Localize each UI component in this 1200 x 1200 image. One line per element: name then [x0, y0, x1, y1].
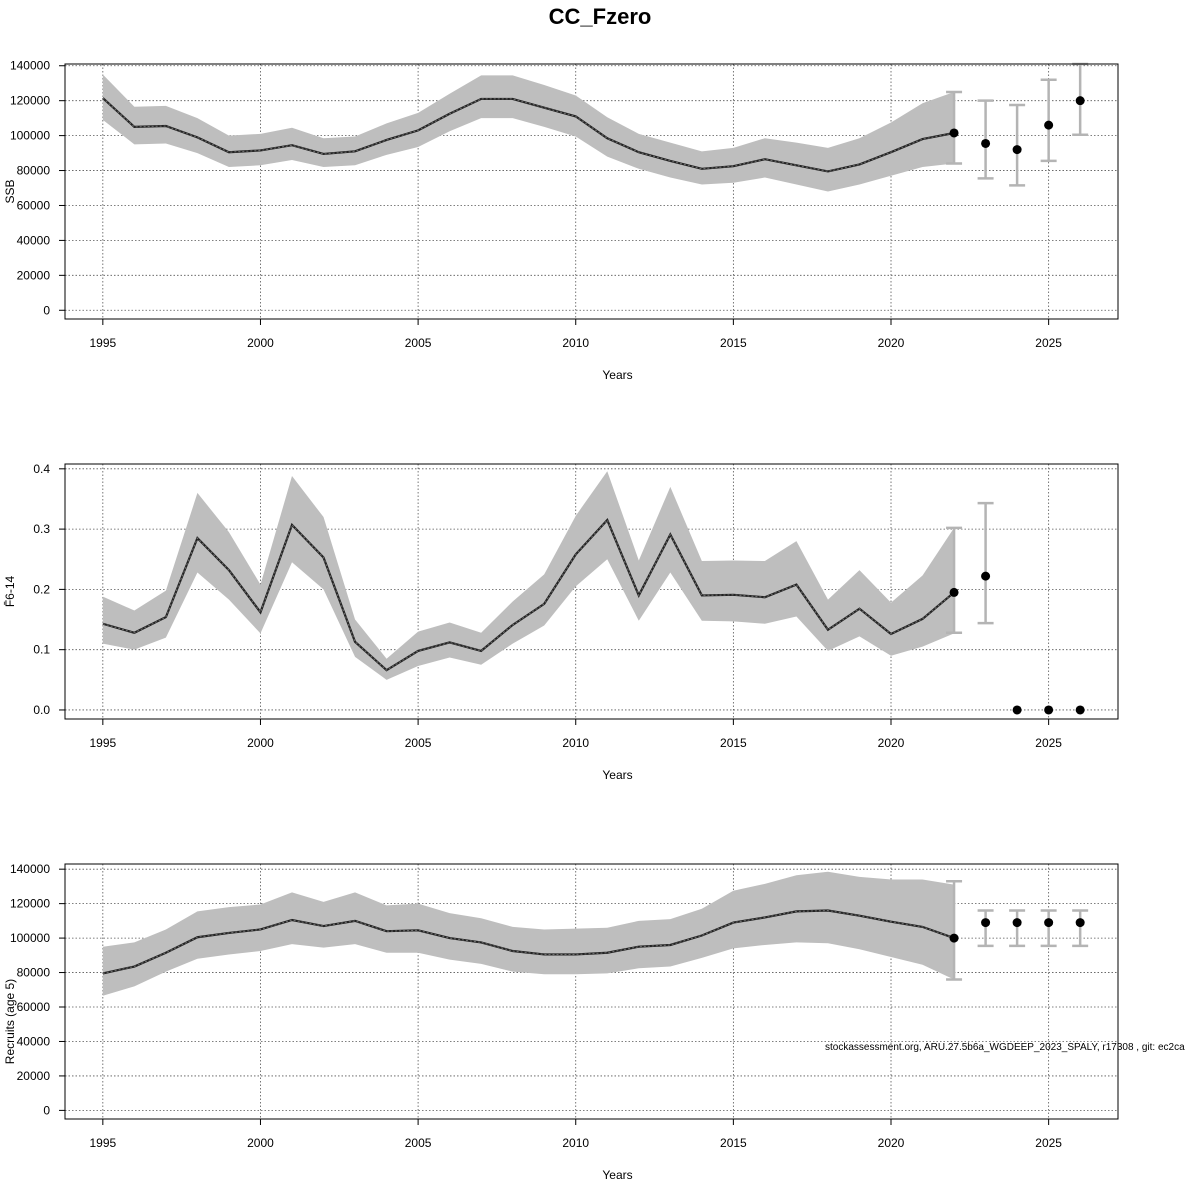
forecast-point [949, 933, 959, 943]
forecast-point [981, 918, 991, 928]
forecast-point [981, 571, 991, 581]
x-tick-label: 2020 [878, 1136, 905, 1150]
panel-recruits: 1995 2000 2005 2010 2015 2020 2025 0 20000 40000 6… [3, 862, 1119, 1182]
confidence-band [102, 871, 955, 996]
chart-title: CC_Fzero [549, 4, 652, 29]
y-tick-label: 140000 [10, 59, 50, 73]
forecast-point [1044, 120, 1054, 130]
y-tick-label: 120000 [10, 897, 50, 911]
x-tick-label: 2025 [1035, 1136, 1062, 1150]
x-tick-label: 2020 [878, 336, 905, 350]
y-tick-label: 80000 [17, 164, 51, 178]
x-tick-label: 2020 [878, 736, 905, 750]
estimate-line [102, 97, 955, 173]
forecast-point [1044, 918, 1054, 928]
plot-frame [64, 63, 1119, 320]
estimate-line-dashes [102, 910, 955, 974]
y-tick-label: 0.0 [33, 703, 50, 717]
plot-frame [64, 463, 1119, 720]
y-axis-label: F̄6-14 [3, 576, 17, 608]
y-axis-label: SSB [3, 179, 17, 203]
forecast-point [1075, 705, 1085, 715]
forecast-point [1012, 918, 1022, 928]
x-tick-label: 1995 [89, 736, 116, 750]
y-tick-label: 40000 [17, 233, 51, 247]
forecast-point [1044, 705, 1054, 715]
x-tick-label: 2015 [720, 1136, 747, 1150]
y-tick-label: 60000 [17, 1000, 51, 1014]
forecast-point [981, 138, 991, 148]
forecast-point [1012, 145, 1022, 155]
forecast-point [1075, 96, 1085, 106]
forecast-point [949, 128, 959, 138]
x-tick-label: 2010 [562, 1136, 589, 1150]
y-tick-label: 20000 [17, 268, 51, 282]
y-tick-label: 20000 [17, 1069, 51, 1083]
confidence-band [102, 471, 955, 680]
confidence-band [102, 74, 955, 192]
x-axis-label: Years [602, 1168, 632, 1182]
y-tick-label: 60000 [17, 198, 51, 212]
forecast-point [1012, 705, 1022, 715]
x-tick-label: 1995 [89, 336, 116, 350]
y-tick-label: 0 [43, 1103, 50, 1117]
x-axis-label: Years [602, 368, 632, 382]
y-tick-label: 100000 [10, 931, 50, 945]
x-tick-label: 1995 [89, 1136, 116, 1150]
forecast-point [1075, 918, 1085, 928]
plot-frame [64, 863, 1119, 1120]
footnote: stockassessment.org, ARU.27.5b6a_WGDEEP_… [825, 1042, 1185, 1053]
forecast-point [949, 587, 959, 597]
x-tick-label: 2005 [405, 336, 432, 350]
y-tick-label: 40000 [17, 1034, 51, 1048]
y-tick-label: 100000 [10, 129, 50, 143]
x-tick-label: 2000 [247, 736, 274, 750]
x-tick-label: 2000 [247, 336, 274, 350]
y-tick-label: 0 [43, 303, 50, 317]
y-tick-label: 0.4 [33, 462, 50, 476]
estimate-line-dashes [102, 519, 955, 671]
x-tick-label: 2005 [405, 736, 432, 750]
y-tick-label: 0.2 [33, 582, 50, 596]
x-tick-label: 2010 [562, 336, 589, 350]
y-tick-label: 140000 [10, 862, 50, 876]
panel-fishing-mortality: 1995 2000 2005 2010 2015 2020 2025 0.0 0.1 0.2 0.3… [3, 462, 1119, 782]
x-tick-label: 2025 [1035, 336, 1062, 350]
y-tick-label: 0.3 [33, 522, 50, 536]
x-tick-label: 2025 [1035, 736, 1062, 750]
y-axis-label: Recruits (age 5) [3, 979, 17, 1064]
x-tick-label: 2000 [247, 1136, 274, 1150]
y-tick-label: 120000 [10, 94, 50, 108]
x-tick-label: 2005 [405, 1136, 432, 1150]
x-tick-label: 2015 [720, 336, 747, 350]
y-tick-label: 80000 [17, 966, 51, 980]
panel-ssb: 1995 2000 2005 2010 2015 2020 2025 0 20000 40000 6… [3, 59, 1119, 382]
x-tick-label: 2010 [562, 736, 589, 750]
y-tick-label: 0.1 [33, 643, 50, 657]
x-axis-label: Years [602, 768, 632, 782]
x-tick-label: 2015 [720, 736, 747, 750]
